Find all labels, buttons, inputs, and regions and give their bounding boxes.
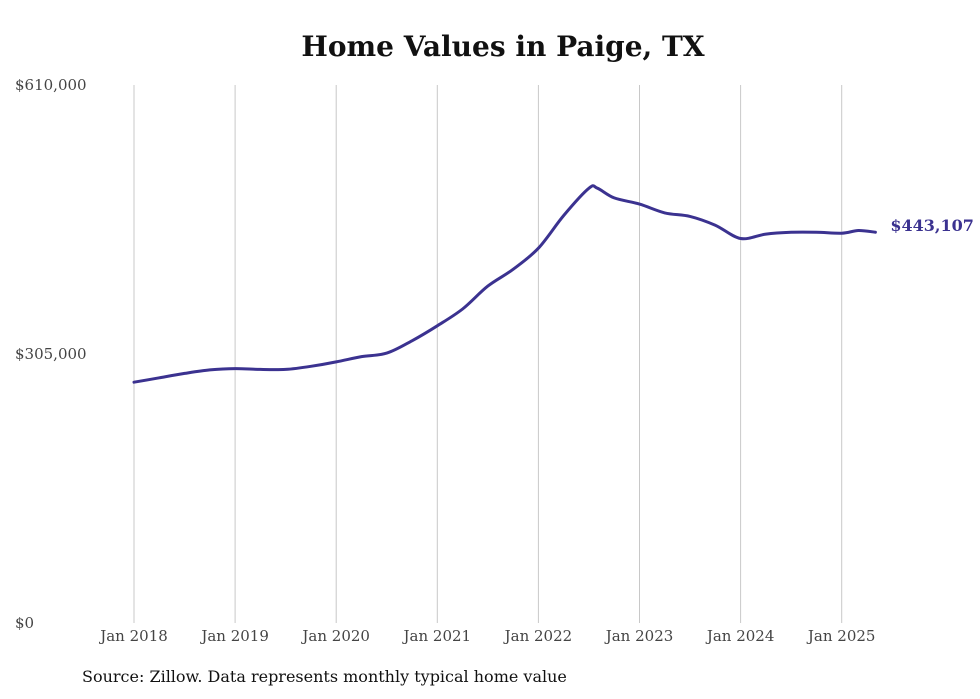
- series-layer: $443,107: [132, 184, 974, 384]
- source-note: Source: Zillow. Data represents monthly …: [82, 667, 567, 686]
- y-axis-tick-labels: $0 $305,000 $610,000: [15, 76, 87, 632]
- y-tick-label: $305,000: [15, 345, 87, 363]
- vertical-gridlines: [133, 85, 843, 623]
- x-axis-tick-labels: Jan 2018 Jan 2019 Jan 2020 Jan 2021 Jan 2022…: [98, 627, 875, 645]
- end-value-label: $443,107: [890, 216, 974, 235]
- x-tick-label: Jan 2018: [98, 627, 168, 645]
- x-tick-label: Jan 2019: [199, 627, 269, 645]
- x-tick-label: Jan 2022: [503, 627, 573, 645]
- y-tick-label: $610,000: [15, 76, 87, 94]
- x-tick-label: Jan 2020: [300, 627, 370, 645]
- x-tick-label: Jan 2025: [806, 627, 876, 645]
- x-tick-label: Jan 2023: [604, 627, 674, 645]
- chart-title: Home Values in Paige, TX: [301, 30, 705, 63]
- y-tick-label: $0: [15, 614, 34, 632]
- x-tick-label: Jan 2021: [402, 627, 472, 645]
- series-line: [132, 184, 877, 384]
- x-tick-label: Jan 2024: [705, 627, 775, 645]
